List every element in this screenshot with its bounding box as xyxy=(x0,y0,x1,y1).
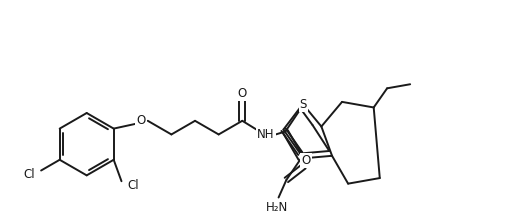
Text: S: S xyxy=(300,98,307,111)
Text: Cl: Cl xyxy=(24,168,35,181)
Text: NH: NH xyxy=(257,128,275,141)
Text: H₂N: H₂N xyxy=(266,201,288,214)
Text: O: O xyxy=(136,114,146,127)
Text: Cl: Cl xyxy=(127,179,139,192)
Text: O: O xyxy=(238,87,247,100)
Text: O: O xyxy=(301,154,310,167)
